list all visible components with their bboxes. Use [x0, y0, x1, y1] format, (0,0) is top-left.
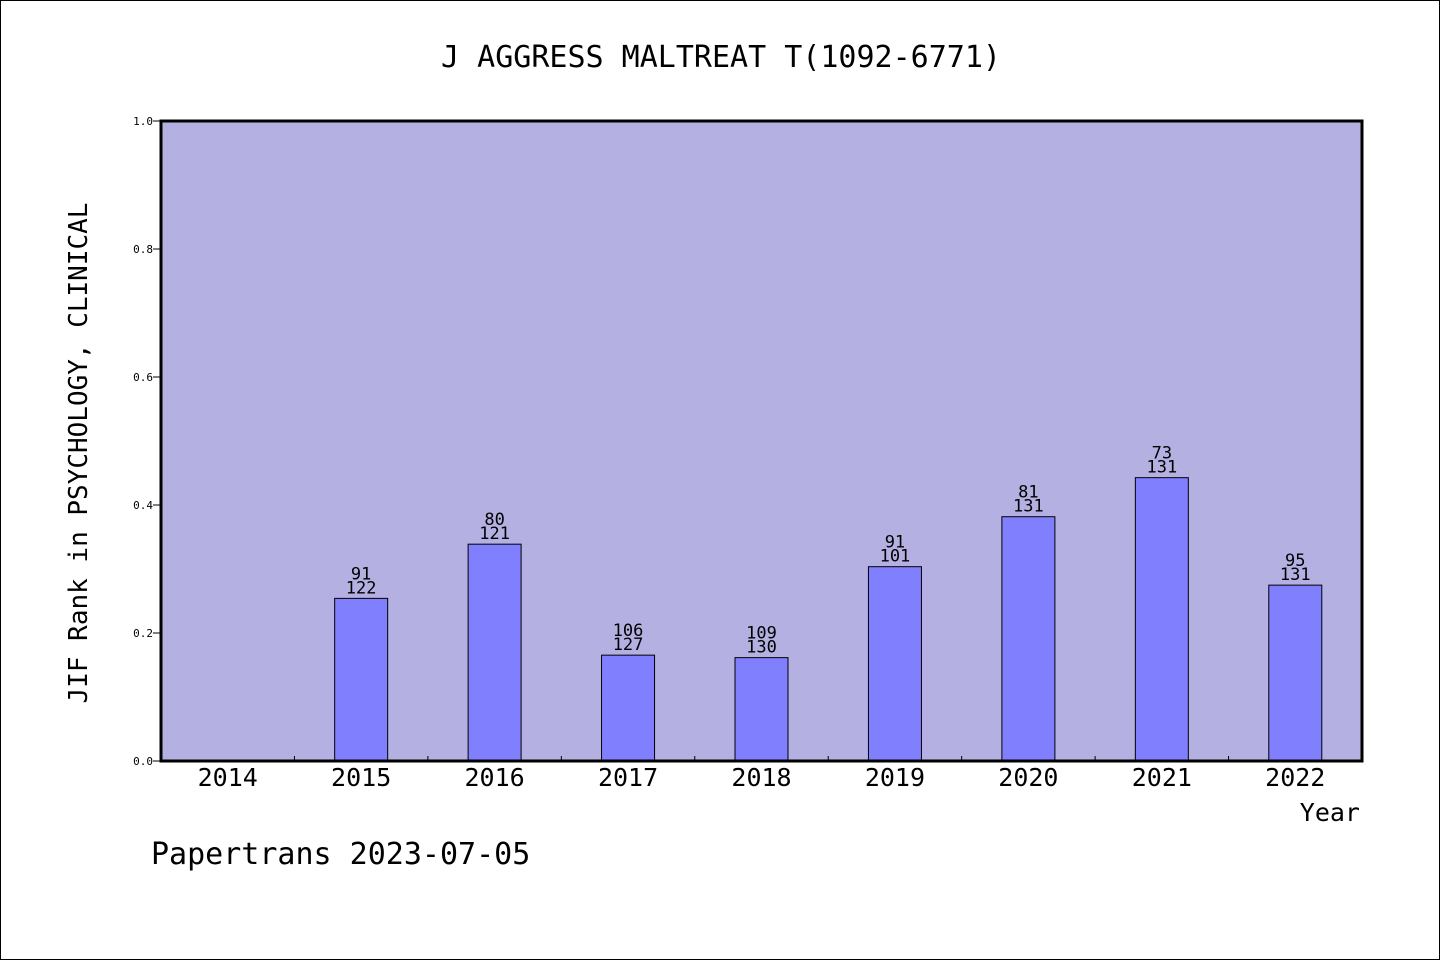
- x-tick-label-2019: 2019: [865, 763, 925, 792]
- bar-rank-label-2016: 80: [484, 510, 504, 530]
- bar-total-label-2022: 131: [1280, 565, 1311, 585]
- y-axis-label: JIF Rank in PSYCHOLOGY, CLINICAL: [64, 203, 94, 704]
- y-axis: 0.0 0.2 0.4 0.6 0.8 1.0: [133, 115, 161, 768]
- bar-total-label-2015: 122: [346, 578, 377, 598]
- x-tick-label-2022: 2022: [1265, 763, 1325, 792]
- x-axis-label: Year: [1300, 798, 1360, 827]
- bar-total-label-2020: 131: [1013, 497, 1044, 517]
- bar-2015: [334, 597, 389, 762]
- bar-rank-label-2020: 81: [1018, 483, 1038, 503]
- bar-total-label-2021: 131: [1146, 458, 1177, 478]
- x-tick-label-2014: 2014: [198, 763, 258, 792]
- bar-2017: [601, 654, 656, 762]
- y-tick-label: 0.2: [133, 627, 153, 640]
- bar-2018: [734, 657, 789, 762]
- x-tick-label-2021: 2021: [1132, 763, 1192, 792]
- data-labels-group: 1229112180127106130109101911318113173131…: [346, 444, 1311, 658]
- bar-total-label-2017: 127: [613, 635, 644, 655]
- bar-rank-label-2022: 95: [1285, 551, 1305, 571]
- x-axis: 2014 2015 2016 2017 2018 2019 2020 2021 2022: [198, 756, 1325, 792]
- bars-group: [334, 477, 1323, 762]
- x-tick-label-2018: 2018: [731, 763, 791, 792]
- bar-2020: [1001, 516, 1056, 762]
- bar-2022: [1268, 584, 1323, 762]
- x-tick-label-2017: 2017: [598, 763, 658, 792]
- chart-title: J AGGRESS MALTREAT T(1092-6771): [441, 40, 1001, 75]
- bar-total-label-2018: 130: [746, 638, 777, 658]
- bar-total-label-2016: 121: [479, 524, 510, 544]
- y-tick-label: 0.6: [133, 371, 153, 384]
- x-tick-label-2015: 2015: [331, 763, 391, 792]
- bar-2021: [1134, 477, 1189, 762]
- bar-rank-label-2015: 91: [351, 564, 371, 584]
- x-tick-label-2016: 2016: [465, 763, 525, 792]
- bar-2016: [467, 543, 522, 762]
- bar-2019: [867, 566, 922, 762]
- y-tick-label: 0.4: [133, 499, 153, 512]
- y-tick-label: 0.0: [133, 755, 153, 768]
- bar-rank-label-2017: 106: [613, 621, 644, 641]
- bar-total-label-2019: 101: [880, 547, 911, 567]
- bar-rank-label-2018: 109: [746, 624, 777, 644]
- footer-text: Papertrans 2023-07-05: [151, 837, 530, 872]
- y-tick-label: 1.0: [133, 115, 153, 128]
- bar-rank-label-2019: 91: [885, 533, 905, 553]
- y-tick-label: 0.8: [133, 243, 153, 256]
- plot-border: [159, 119, 1364, 763]
- x-tick-label-2020: 2020: [998, 763, 1058, 792]
- bar-rank-label-2021: 73: [1152, 444, 1172, 464]
